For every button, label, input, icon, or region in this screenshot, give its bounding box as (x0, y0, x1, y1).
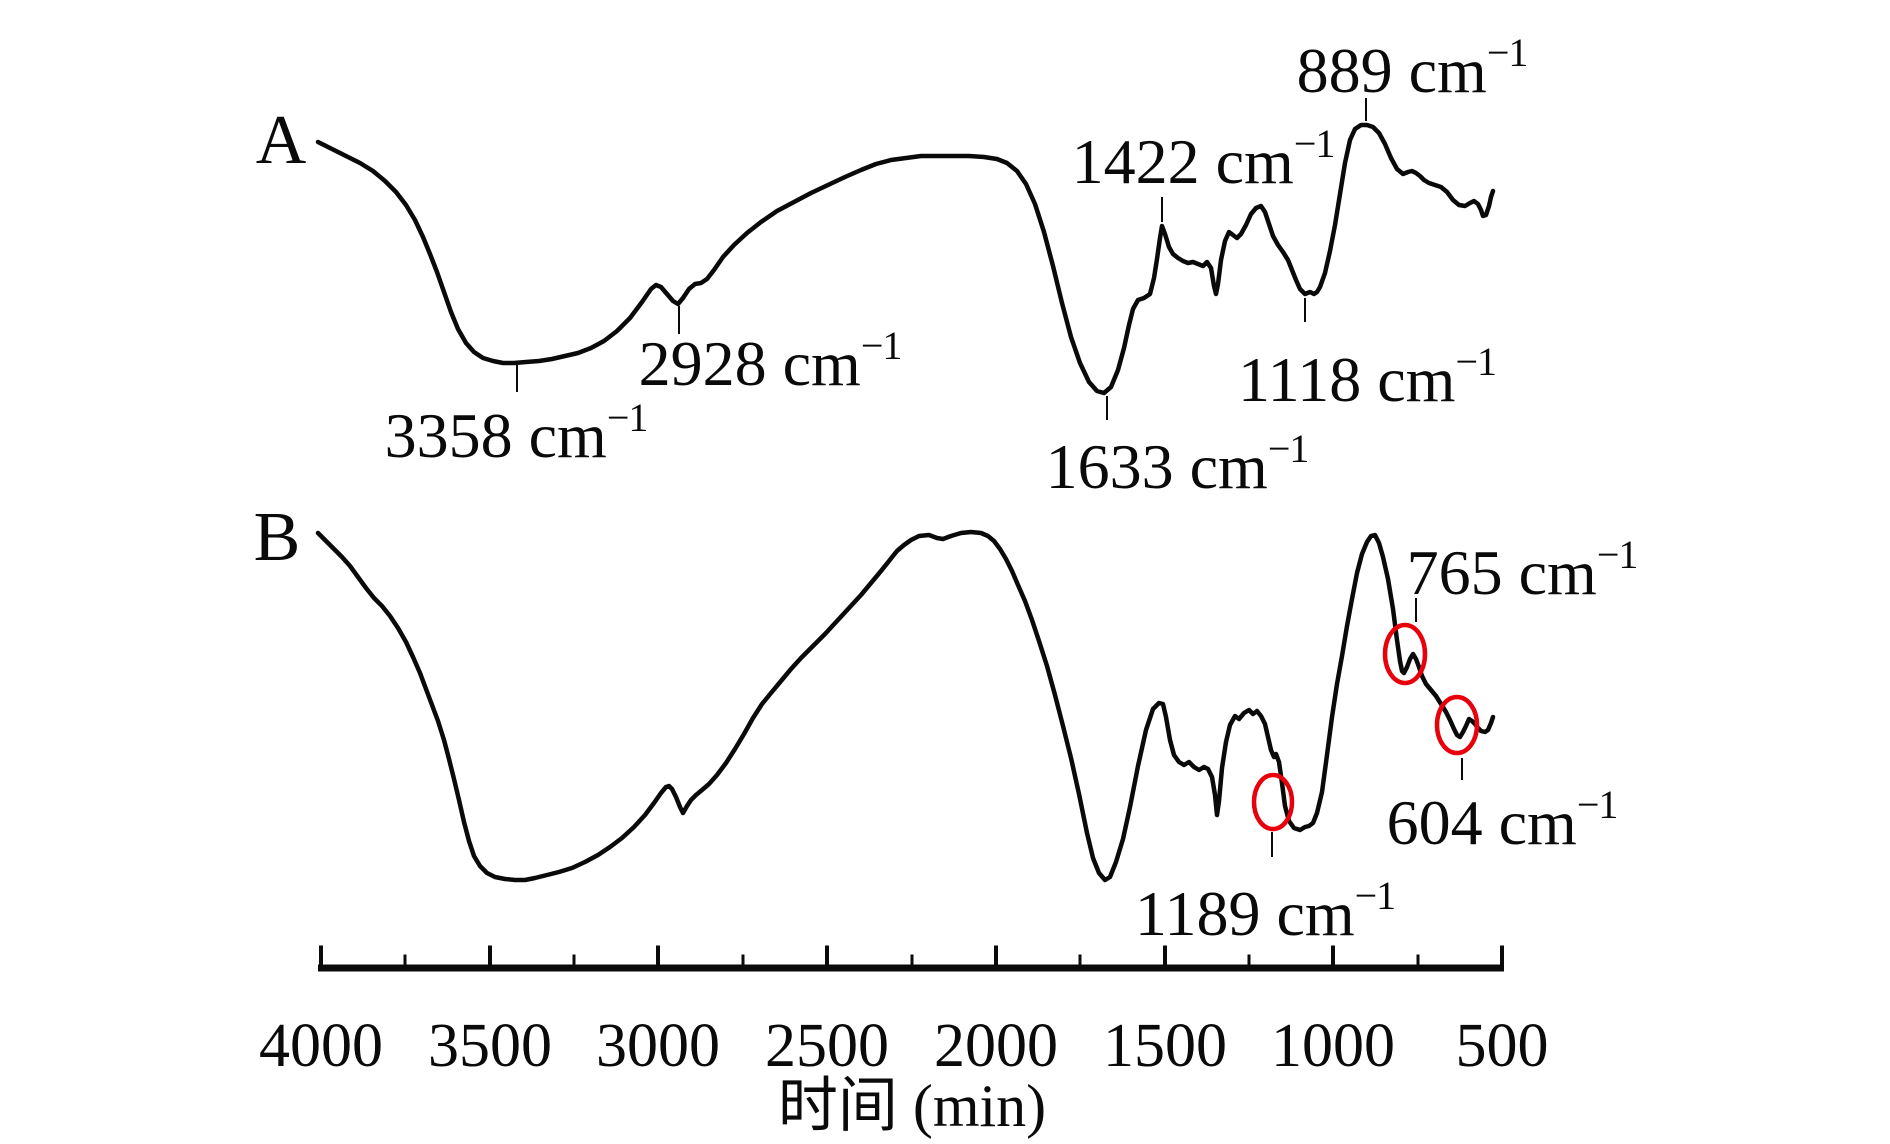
peak-annotation-text: 1118 cm (1238, 344, 1456, 415)
x-axis-title: 时间 (min) (777, 1073, 1047, 1139)
peak-annotation-text: 1633 cm (1045, 431, 1268, 502)
peak-annotation-superscript: −1 (1267, 426, 1310, 471)
x-tick-label: 1500 (1103, 1012, 1227, 1080)
peak-annotation: 1118 cm−1 (1238, 339, 1497, 415)
spectrum-a-curve (315, 122, 1496, 396)
peak-annotation-superscript: −1 (1293, 121, 1336, 166)
peak-annotation-text: 889 cm (1296, 35, 1487, 106)
peak-annotation-text: 765 cm (1406, 537, 1597, 608)
x-tick-label: 3000 (596, 1012, 720, 1080)
spectrum-b-label: B (253, 499, 301, 576)
x-tick-label: 4000 (259, 1012, 383, 1080)
peak-annotation-superscript: −1 (606, 395, 649, 440)
red-highlight-ellipse (1434, 694, 1480, 756)
spectrum-a-label: A (255, 102, 307, 179)
x-tick-label: 2000 (934, 1012, 1058, 1080)
peak-tick-lines (516, 98, 1463, 857)
peak-annotation: 1422 cm−1 (1071, 121, 1336, 197)
peak-annotation: 1189 cm−1 (1134, 873, 1397, 949)
peak-annotation-superscript: −1 (1576, 782, 1619, 827)
peak-annotation: 765 cm−1 (1406, 532, 1639, 608)
x-tick-label: 500 (1455, 1012, 1549, 1080)
x-tick-label: 3500 (428, 1012, 552, 1080)
peak-annotation-superscript: −1 (1596, 532, 1639, 577)
peak-annotation: 3358 cm−1 (384, 395, 649, 471)
red-highlight-ellipse (1382, 622, 1428, 686)
peak-annotation-superscript: −1 (1455, 339, 1497, 384)
peak-annotation: 604 cm−1 (1386, 782, 1619, 858)
peak-annotation: 2928 cm−1 (638, 323, 903, 399)
x-axis (318, 945, 1504, 972)
red-highlight-circles (1251, 622, 1480, 832)
peak-annotation-text: 3358 cm (384, 400, 607, 471)
peak-annotation-text: 1189 cm (1134, 878, 1355, 949)
peak-annotation-superscript: −1 (1354, 873, 1397, 918)
peak-annotation-superscript: −1 (860, 323, 903, 368)
x-tick-label: 2500 (765, 1012, 889, 1080)
peak-annotation: 1633 cm−1 (1045, 426, 1310, 502)
peak-annotation-text: 604 cm (1386, 787, 1577, 858)
peak-annotation: 889 cm−1 (1296, 30, 1529, 106)
peak-annotation-text: 1422 cm (1071, 126, 1294, 197)
spectrum-b-curve (315, 529, 1496, 883)
peak-annotation-superscript: −1 (1486, 30, 1529, 75)
red-highlight-ellipse (1251, 772, 1295, 832)
x-tick-label: 1000 (1271, 1012, 1395, 1080)
peak-annotation-text: 2928 cm (638, 328, 861, 399)
